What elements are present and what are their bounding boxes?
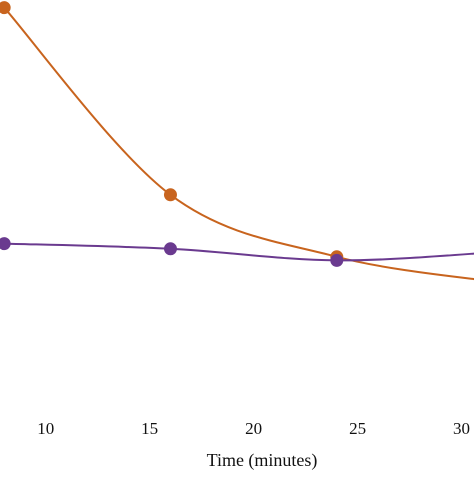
series-1-point <box>0 1 11 15</box>
x-tick-labels: 10 15 20 25 30 <box>37 419 470 438</box>
x-axis-label: Time (minutes) <box>207 450 318 471</box>
series-layer <box>0 1 474 281</box>
series-2-line <box>4 242 474 262</box>
series-1-line <box>3 6 474 281</box>
x-tick-label: 15 <box>141 419 158 438</box>
series-2-point <box>330 253 344 267</box>
x-tick-label: 20 <box>245 419 262 438</box>
x-tick-label: 25 <box>349 419 366 438</box>
x-tick-label: 10 <box>37 419 54 438</box>
x-tick-label: 30 <box>453 419 470 438</box>
series-1-point <box>163 188 177 202</box>
series-2-point <box>0 237 11 251</box>
series-2-point <box>163 242 177 256</box>
